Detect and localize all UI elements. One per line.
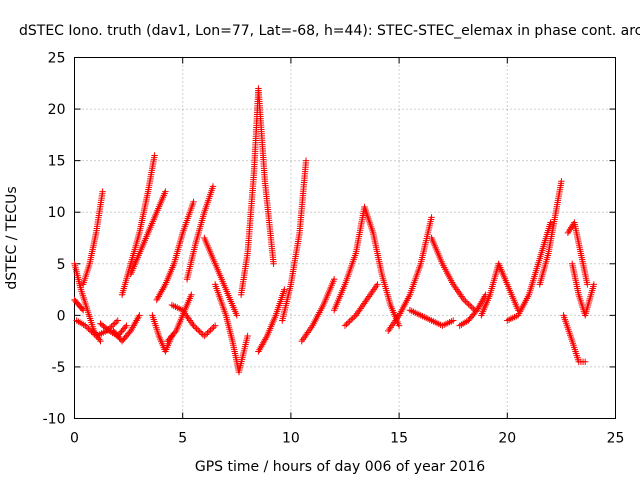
x-tick-label: 0: [70, 431, 79, 447]
data-point-marker: [547, 219, 554, 226]
data-point-marker: [193, 325, 200, 332]
data-point-marker: [205, 328, 213, 335]
data-point-marker: [351, 313, 358, 321]
data-point-marker: [78, 305, 86, 313]
data-point-marker: [270, 260, 277, 267]
data-point-marker: [202, 331, 210, 338]
data-point-marker: [209, 183, 217, 190]
data-point-marker: [428, 214, 435, 221]
data-point-marker: [97, 337, 104, 345]
y-tick-label: 20: [48, 102, 66, 118]
data-point-marker: [281, 286, 288, 293]
data-point-marker: [85, 325, 92, 332]
data-point-marker: [395, 322, 403, 329]
data-point-marker: [194, 326, 202, 334]
data-point-marker: [211, 322, 219, 329]
y-axis-label: dSTEC / TECUs: [4, 186, 20, 289]
data-point-marker: [233, 312, 240, 319]
y-tick-label: -10: [43, 412, 66, 428]
data-point-marker: [349, 315, 356, 322]
data-point-marker: [151, 152, 158, 159]
y-tick-label: -5: [52, 360, 66, 376]
x-tick-label: 10: [282, 431, 300, 447]
y-tick-label: 0: [57, 308, 66, 324]
data-points: [71, 85, 598, 376]
data-point-marker: [113, 318, 120, 326]
data-point-marker: [196, 328, 203, 335]
y-tick-label: 5: [57, 257, 66, 273]
data-point-marker: [191, 323, 199, 331]
data-point-marker: [558, 178, 565, 185]
data-point-marker: [582, 358, 589, 365]
data-point-marker: [344, 319, 352, 326]
data-point-marker: [460, 296, 468, 304]
x-axis-label: GPS time / hours of day 006 of year 2016: [195, 459, 485, 475]
x-tick-label: 25: [607, 431, 625, 447]
data-point-marker: [204, 329, 211, 337]
data-point-marker: [162, 188, 169, 195]
axis-ticks: 0 5 10 15 20 25 -10 -5 0 5 10 15 20 25: [43, 51, 625, 447]
y-tick-label: 10: [48, 205, 66, 221]
data-point-marker: [190, 322, 197, 329]
data-point-marker: [343, 320, 350, 328]
data-point-marker: [590, 281, 598, 288]
data-point-marker: [99, 188, 106, 195]
data-point-marker: [86, 326, 94, 334]
plot-frame: [74, 57, 616, 419]
data-point-marker: [462, 298, 469, 305]
data-point-marker: [201, 332, 208, 340]
data-point-marker: [188, 291, 195, 298]
data-point-marker: [208, 325, 216, 332]
data-point-marker: [190, 198, 197, 206]
data-point-marker: [123, 322, 130, 329]
grid: [74, 57, 616, 419]
x-tick-label: 15: [390, 431, 408, 447]
y-tick-label: 25: [48, 51, 66, 67]
data-point-marker: [109, 321, 117, 329]
data-point-marker: [341, 322, 349, 329]
data-point-marker: [302, 157, 310, 164]
data-point-marker: [108, 323, 115, 330]
data-point-marker: [198, 329, 205, 337]
chart-title: dSTEC Iono. truth (dav1, Lon=77, Lat=-68…: [19, 23, 640, 39]
data-point-marker: [330, 276, 338, 283]
data-point-marker: [136, 312, 143, 319]
data-point-marker: [465, 301, 472, 308]
data-point-marker: [244, 332, 251, 340]
data-point-marker: [346, 318, 353, 325]
data-point-marker: [210, 323, 217, 331]
data-point-marker: [88, 328, 95, 335]
data-point-marker: [83, 323, 91, 331]
data-point-marker: [121, 323, 129, 331]
data-point-marker: [347, 316, 355, 323]
y-tick-label: 15: [48, 154, 66, 170]
data-point-marker: [171, 329, 179, 336]
data-point-marker: [468, 304, 475, 311]
data-point-marker: [374, 281, 381, 288]
data-point-marker: [89, 329, 97, 337]
data-point-marker: [463, 299, 471, 307]
data-point-marker: [207, 326, 214, 334]
data-point-marker: [467, 302, 474, 309]
data-point-marker: [79, 307, 87, 314]
x-tick-label: 5: [178, 431, 187, 447]
data-point-marker: [114, 317, 121, 324]
data-point-marker: [111, 320, 118, 327]
x-tick-label: 20: [498, 431, 516, 447]
data-point-marker: [584, 281, 591, 288]
data-point-marker: [450, 317, 457, 324]
data-point-marker: [82, 322, 89, 329]
